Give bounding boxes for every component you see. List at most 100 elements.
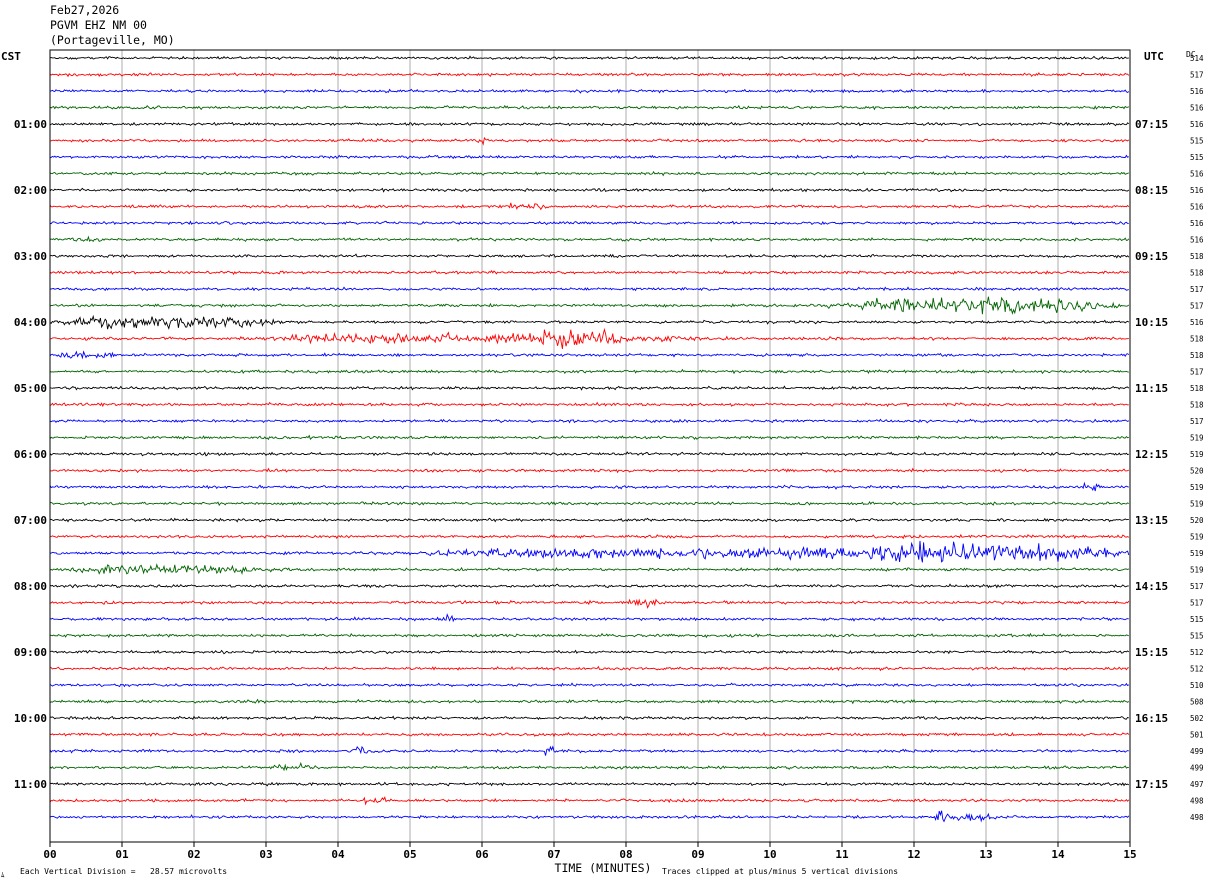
seismic-trace-13 <box>49 269 1130 276</box>
seismic-trace-36 <box>49 649 1130 655</box>
dc-offset-value: 515 <box>1190 615 1204 624</box>
dc-offset-value: 515 <box>1190 153 1204 162</box>
dc-offset-value: 519 <box>1190 533 1204 542</box>
seismic-trace-5 <box>49 136 1130 146</box>
seismic-trace-12 <box>49 253 1130 259</box>
x-axis-title: TIME (MINUTES) <box>555 861 652 875</box>
dc-offset-value: 497 <box>1190 780 1204 789</box>
cst-hour-label: 02:00 <box>14 184 47 197</box>
x-tick-label: 00 <box>43 848 56 861</box>
utc-axis-label: UTC <box>1144 50 1164 63</box>
dc-offset-value: 510 <box>1190 681 1204 690</box>
seismic-trace-46 <box>49 810 1130 823</box>
x-tick-label: 09 <box>691 848 704 861</box>
dc-offset-value: 519 <box>1190 483 1204 492</box>
dc-offset-value: 517 <box>1190 599 1204 608</box>
cst-hour-label: 10:00 <box>14 712 47 725</box>
seismic-trace-0 <box>49 55 1129 61</box>
x-tick-label: 06 <box>475 848 489 861</box>
dc-offset-value: 517 <box>1190 71 1204 80</box>
seismic-trace-40 <box>49 715 1130 721</box>
seismic-trace-24 <box>49 451 1129 457</box>
seismogram-date: Feb27,2026 <box>50 3 120 17</box>
cst-hour-label: 11:00 <box>14 778 47 791</box>
scale-note: Each Vertical Division = 28.57 microvolt… <box>20 867 227 876</box>
seismic-trace-27 <box>49 500 1130 507</box>
dc-offset-value: 502 <box>1190 714 1204 723</box>
seismic-trace-34 <box>49 613 1129 623</box>
dc-offset-value: 518 <box>1190 252 1204 261</box>
station-code: PGVM EHZ NM 00 <box>50 18 147 32</box>
dc-offset-value: 518 <box>1190 351 1204 360</box>
dc-offset-value: 518 <box>1190 384 1204 393</box>
x-tick-label: 05 <box>403 848 416 861</box>
x-tick-label: 13 <box>979 848 992 861</box>
utc-hour-label: 16:15 <box>1135 712 1168 725</box>
seismic-trace-20 <box>49 385 1130 391</box>
dc-offset-labels: 514 517 516 516 516 515 515 516 516 516 516 516 518 5… <box>1190 54 1204 822</box>
cst-hour-labels: 01:00 02:00 03:00 04:00 05:00 06:00 07:00 08:00… <box>14 118 47 791</box>
dc-offset-value: 519 <box>1190 500 1204 509</box>
utc-hour-label: 09:15 <box>1135 250 1168 263</box>
utc-hour-label: 12:15 <box>1135 448 1168 461</box>
logo-mark: ﾑ <box>1 871 5 879</box>
seismic-trace-17 <box>50 327 1129 349</box>
dc-offset-value: 501 <box>1190 731 1204 740</box>
utc-hour-label: 15:15 <box>1135 646 1168 659</box>
x-tick-label: 14 <box>1051 848 1065 861</box>
cst-hour-label: 01:00 <box>14 118 47 131</box>
dc-offset-value: 519 <box>1190 566 1204 575</box>
seismic-trace-14 <box>50 286 1129 292</box>
x-tick-label: 10 <box>763 848 776 861</box>
seismic-trace-45 <box>49 796 1130 806</box>
dc-offset-value: 515 <box>1190 632 1204 641</box>
dc-offset-value: 499 <box>1190 747 1204 756</box>
seismic-trace-30 <box>49 540 1130 563</box>
x-tick-label: 12 <box>907 848 920 861</box>
x-tick-label: 08 <box>619 848 632 861</box>
dc-offset-value: 498 <box>1190 797 1204 806</box>
dc-offset-value: 518 <box>1190 269 1204 278</box>
seismic-trace-8 <box>49 187 1130 193</box>
seismic-trace-22 <box>49 418 1130 424</box>
x-axis-ticks: 00 01 02 03 04 05 06 07 08 09 10 11 12 13 14 15 <box>43 842 1137 861</box>
dc-offset-value: 520 <box>1190 516 1204 525</box>
seismic-trace-9 <box>49 202 1130 211</box>
x-tick-label: 15 <box>1123 848 1136 861</box>
seismic-traces <box>49 55 1130 823</box>
seismic-trace-15 <box>49 296 1130 315</box>
seismic-trace-23 <box>49 434 1129 441</box>
cst-hour-label: 05:00 <box>14 382 47 395</box>
x-tick-label: 03 <box>259 848 272 861</box>
utc-hour-label: 08:15 <box>1135 184 1168 197</box>
seismic-trace-18 <box>49 350 1130 360</box>
utc-hour-label: 14:15 <box>1135 580 1168 593</box>
dc-offset-value: 514 <box>1190 54 1204 63</box>
seismic-trace-19 <box>49 368 1129 375</box>
dc-offset-value: 520 <box>1190 467 1204 476</box>
dc-offset-value: 516 <box>1190 87 1204 96</box>
utc-hour-label: 10:15 <box>1135 316 1168 329</box>
dc-offset-value: 517 <box>1190 285 1204 294</box>
seismic-trace-16 <box>49 314 1130 330</box>
seismic-trace-3 <box>49 104 1130 111</box>
utc-hour-labels: 07:15 08:15 09:15 10:15 11:15 12:15 13:15 14:15… <box>1135 118 1168 791</box>
x-tick-label: 11 <box>835 848 849 861</box>
cst-hour-label: 09:00 <box>14 646 47 659</box>
cst-hour-label: 07:00 <box>14 514 47 527</box>
dc-offset-value: 512 <box>1190 665 1204 674</box>
dc-offset-value: 499 <box>1190 764 1204 773</box>
dc-offset-value: 516 <box>1190 219 1204 228</box>
utc-hour-label: 07:15 <box>1135 118 1168 131</box>
dc-offset-value: 518 <box>1190 401 1204 410</box>
dc-offset-value: 516 <box>1190 120 1204 129</box>
seismic-trace-44 <box>49 781 1130 787</box>
seismic-trace-29 <box>49 533 1130 540</box>
seismic-trace-32 <box>49 583 1129 589</box>
seismic-trace-42 <box>49 745 1129 756</box>
dc-offset-value: 516 <box>1190 203 1204 212</box>
dc-offset-value: 518 <box>1190 335 1204 344</box>
dc-offset-value: 517 <box>1190 417 1204 426</box>
seismic-trace-26 <box>49 481 1129 492</box>
